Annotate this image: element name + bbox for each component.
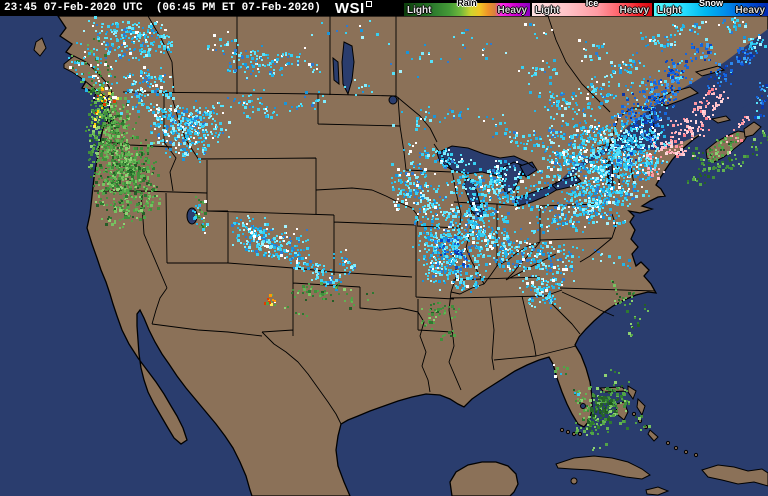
great-salt-lake: [186, 207, 198, 225]
legend-ice: Light Heavy Ice: [532, 0, 652, 16]
map-viewport[interactable]: [0, 16, 768, 496]
ice-type-label: Ice: [585, 0, 599, 8]
se-cay: [673, 445, 679, 451]
lake-champlain: [607, 159, 614, 189]
lake-of-the-woods: [388, 95, 398, 105]
se-cay: [683, 449, 689, 455]
snow-type-label: Snow: [699, 0, 723, 8]
lake-okeechobee: [580, 403, 586, 409]
florida-key: [559, 427, 565, 433]
ice-light-label: Light: [535, 5, 560, 16]
ice-gradient-bar: Light Heavy: [532, 3, 652, 16]
timestamp-text: 23:45 07-Feb-2020 UTC (06:45 PM ET 07-Fe…: [4, 2, 321, 14]
logo-degree-mark: [365, 0, 372, 7]
se-cay: [693, 452, 699, 458]
exuma-cay: [643, 424, 649, 430]
snow-light-label: Light: [657, 5, 682, 16]
precip-legend: Light Heavy Rain Light Heavy Ice Light H…: [402, 0, 768, 16]
exuma-cay: [631, 411, 637, 417]
ice-heavy-label: Heavy: [619, 5, 649, 16]
snow-heavy-label: Heavy: [735, 5, 765, 16]
header-bar: 23:45 07-Feb-2020 UTC (06:45 PM ET 07-Fe…: [0, 0, 768, 16]
florida-key: [565, 429, 571, 435]
florida-key: [571, 431, 577, 437]
se-cay: [665, 440, 671, 446]
rain-heavy-label: Heavy: [497, 5, 527, 16]
base-map: [0, 16, 768, 496]
rain-light-label: Light: [407, 5, 432, 16]
exuma-cay: [637, 418, 643, 424]
snow-gradient-bar: Light Heavy: [654, 3, 768, 16]
rain-type-label: Rain: [457, 0, 477, 8]
grand-bahama: [598, 386, 628, 393]
florida-key: [577, 431, 583, 437]
legend-snow: Light Heavy Snow: [654, 0, 768, 16]
lake-manitoba: [332, 56, 340, 86]
isla-juventud: [570, 477, 578, 485]
legend-rain: Light Heavy Rain: [404, 0, 530, 16]
rain-gradient-bar: Light Heavy: [404, 3, 530, 16]
wsi-logo: WSI: [335, 0, 372, 16]
